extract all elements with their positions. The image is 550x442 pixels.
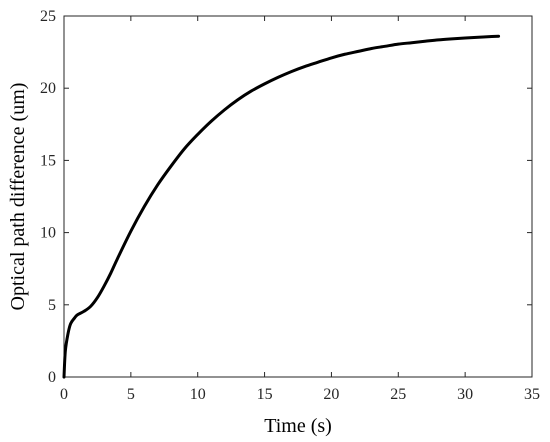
y-tick-label: 10 (40, 225, 56, 242)
x-tick-label: 20 (323, 386, 339, 403)
x-tick-label: 0 (60, 386, 68, 403)
x-tick-label: 5 (127, 386, 135, 403)
y-tick-label: 0 (48, 369, 56, 386)
y-tick-label: 20 (40, 80, 56, 97)
series-line (62, 34, 501, 379)
x-tick-label: 35 (524, 386, 540, 403)
y-tick-label: 5 (48, 297, 56, 314)
y-tick-label: 25 (40, 8, 56, 25)
x-tick-label: 25 (390, 386, 406, 403)
x-axis-label: Time (s) (264, 415, 332, 437)
axis-tick-labels: 0 5 10 15 20 25 30 35 0 5 10 15 20 25 (40, 8, 540, 403)
x-tick-label: 15 (257, 386, 273, 403)
y-axis-label: Optical path difference (um) (7, 83, 29, 311)
plot-area (63, 15, 533, 378)
x-tick-label: 30 (457, 386, 473, 403)
x-tick-label: 10 (190, 386, 206, 403)
y-tick-label: 15 (40, 152, 56, 169)
